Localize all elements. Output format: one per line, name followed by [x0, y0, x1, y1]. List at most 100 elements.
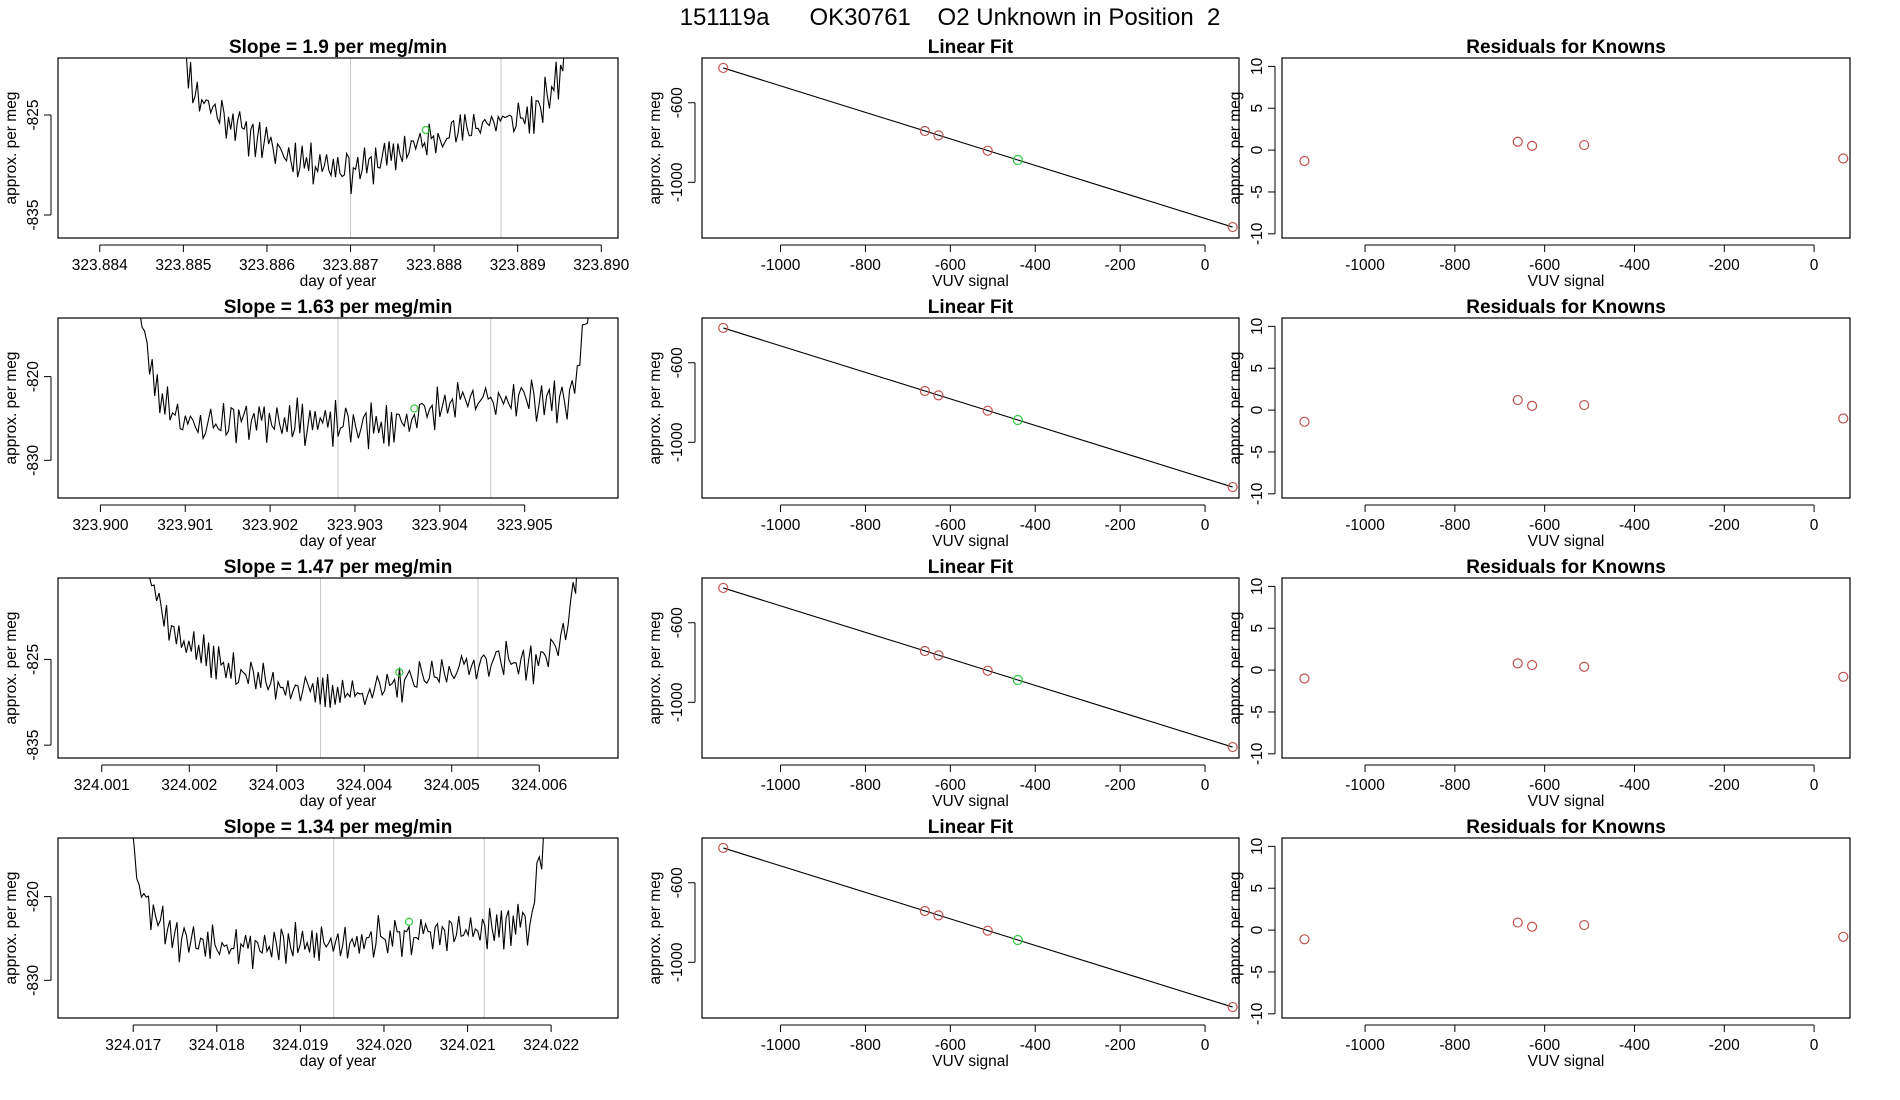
x-tick-label: -1000: [1345, 517, 1385, 534]
known-point: [718, 322, 729, 334]
x-axis-label: VUV signal: [932, 273, 1009, 290]
residual-point: [1299, 934, 1310, 945]
known-point: [982, 925, 993, 936]
x-tick-label: 324.022: [523, 1037, 579, 1054]
y-tick-label: 0: [1249, 665, 1266, 674]
x-tick-label: 0: [1810, 517, 1819, 534]
residual-point: [1512, 658, 1523, 669]
linear-fit-panel-row-3: Linear Fit -1000 -800 -600 -400 -200 0 -600 -100…: [647, 557, 1240, 810]
y-tick-label: -1000: [669, 682, 686, 722]
x-tick-label: -600: [1529, 777, 1560, 794]
x-axis-label: VUV signal: [932, 533, 1009, 550]
x-tick-label: -400: [1020, 257, 1051, 274]
residual-point: [1299, 673, 1310, 684]
residuals-panel-row-2: Residuals for Knowns-1000 -800 -600 -400 -20…: [1227, 297, 1851, 550]
x-tick-label: -800: [850, 517, 881, 534]
known-point: [933, 650, 944, 661]
fit-line: [723, 67, 1233, 228]
x-tick-label: 324.005: [424, 777, 480, 794]
x-tick-label: 323.902: [242, 517, 298, 534]
x-tick-label: 324.020: [356, 1037, 412, 1054]
panel-title: Slope = 1.47 per meg/min: [224, 557, 453, 578]
plot-area: [132, 838, 544, 1018]
unknown-point: [421, 125, 430, 135]
y-tick-label: -10: [1249, 482, 1266, 505]
x-tick-label: 323.903: [327, 517, 383, 534]
unknown-point: [1012, 934, 1023, 946]
residual-point: [1579, 399, 1590, 411]
x-axis-label: day of year: [300, 793, 377, 810]
signal-trace: [140, 318, 589, 450]
x-tick-label: -800: [850, 257, 881, 274]
x-tick-label: -600: [935, 257, 966, 274]
known-point: [1227, 1001, 1238, 1013]
x-tick-label: -400: [1619, 1037, 1650, 1054]
y-tick-label: -835: [25, 730, 42, 761]
y-tick-label: -1000: [669, 942, 686, 982]
known-point: [718, 62, 729, 74]
y-axis-label: approx. per meg: [1227, 352, 1244, 465]
residuals-panel-row-4: Residuals for Knowns-1000 -800 -600 -400 -20…: [1227, 817, 1851, 1070]
plot-frame: [1281, 317, 1851, 499]
x-tick-label: -600: [1529, 257, 1560, 274]
plot-area: [1299, 917, 1849, 945]
y-tick-label: 0: [1249, 145, 1266, 154]
plot-frame: [701, 317, 1240, 499]
y-tick-label: -10: [1249, 222, 1266, 245]
unknown-point: [1012, 674, 1023, 686]
residual-point: [1838, 671, 1849, 682]
x-tick-label: -1000: [761, 1037, 801, 1054]
known-point: [919, 645, 930, 657]
x-tick-label: -800: [850, 777, 881, 794]
page-title: 151119a OK30761 O2 Unknown in Position 2: [679, 4, 1221, 31]
unknown-point: [410, 404, 419, 413]
x-tick-label: -1000: [1345, 257, 1385, 274]
x-tick-label: -200: [1709, 257, 1740, 274]
y-tick-label: -825: [25, 644, 42, 675]
y-tick-label: -820: [25, 361, 42, 392]
known-point: [933, 130, 944, 141]
x-tick-label: 323.887: [323, 257, 379, 274]
x-tick-label: -200: [1709, 517, 1740, 534]
time-series-panel-row-4: Slope = 1.34 per meg/min 324.017 324.018 32…: [3, 817, 619, 1070]
known-point: [982, 665, 993, 676]
panel-title: Linear Fit: [928, 557, 1014, 578]
x-tick-label: -600: [935, 517, 966, 534]
y-tick-label: -5: [1249, 445, 1266, 459]
y-axis-label: approx. per meg: [3, 352, 20, 465]
x-tick-label: 323.886: [239, 257, 295, 274]
residual-point: [1512, 917, 1523, 928]
x-tick-label: -800: [1439, 257, 1470, 274]
known-point: [982, 405, 993, 416]
linear-fit-panel-row-1: Linear Fit -1000 -800 -600 -400 -200 0 -600 -100…: [647, 37, 1240, 290]
residual-point: [1526, 140, 1538, 152]
y-axis-label: approx. per meg: [3, 92, 20, 205]
y-axis-label: approx. per meg: [647, 612, 664, 725]
y-tick-label: 10: [1249, 317, 1266, 335]
x-tick-label: 324.021: [440, 1037, 496, 1054]
x-tick-label: 323.884: [72, 257, 128, 274]
residual-point: [1838, 413, 1849, 424]
x-tick-label: 323.889: [490, 257, 546, 274]
x-tick-label: -600: [935, 777, 966, 794]
y-axis-label: approx. per meg: [647, 92, 664, 205]
signal-trace: [185, 58, 565, 195]
y-tick-label: -1000: [669, 422, 686, 462]
panel-title: Residuals for Knowns: [1466, 817, 1666, 838]
fit-line: [723, 587, 1233, 748]
x-tick-label: 323.904: [412, 517, 468, 534]
y-tick-label: -820: [25, 881, 42, 912]
residuals-panel-row-1: Residuals for Knowns-1000 -800 -600 -400 -20…: [1227, 37, 1851, 290]
y-tick-label: -825: [25, 99, 42, 130]
y-tick-label: -600: [669, 347, 686, 378]
plot-area: [140, 318, 589, 498]
x-tick-label: -400: [1619, 777, 1650, 794]
unknown-point: [404, 917, 414, 926]
known-point: [933, 390, 944, 401]
x-axis-label: VUV signal: [1528, 793, 1605, 810]
plot-frame: [57, 317, 619, 499]
residual-point: [1299, 416, 1310, 427]
known-point: [718, 842, 729, 854]
signal-trace: [132, 838, 544, 970]
plot-frame: [1281, 837, 1851, 1019]
